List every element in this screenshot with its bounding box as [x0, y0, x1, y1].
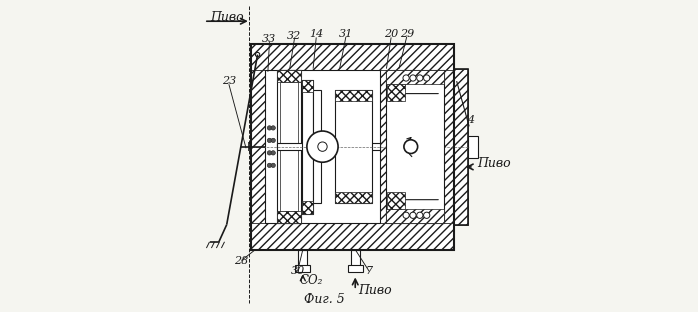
- Bar: [299, 250, 307, 270]
- Text: 14: 14: [309, 29, 323, 39]
- Text: 4: 4: [467, 115, 474, 125]
- Text: 29: 29: [399, 29, 414, 39]
- Text: Пиво: Пиво: [210, 11, 244, 24]
- Bar: [335, 192, 373, 203]
- Circle shape: [267, 163, 272, 168]
- Bar: [251, 70, 265, 223]
- Circle shape: [424, 75, 430, 81]
- Text: 23: 23: [222, 76, 236, 86]
- Circle shape: [404, 140, 417, 154]
- Bar: [302, 80, 313, 214]
- Circle shape: [267, 126, 272, 130]
- Circle shape: [255, 52, 260, 57]
- Bar: [387, 192, 405, 209]
- Bar: [335, 90, 373, 101]
- Bar: [454, 69, 468, 225]
- Circle shape: [271, 138, 276, 143]
- Circle shape: [403, 75, 409, 81]
- Bar: [295, 265, 311, 272]
- Circle shape: [403, 212, 409, 218]
- Text: CO₂: CO₂: [299, 274, 323, 287]
- Bar: [277, 70, 301, 223]
- Bar: [277, 143, 380, 150]
- Circle shape: [417, 75, 423, 81]
- Circle shape: [424, 212, 430, 218]
- Bar: [468, 136, 478, 158]
- Text: 30: 30: [290, 266, 304, 276]
- Bar: [277, 211, 301, 223]
- Circle shape: [271, 126, 276, 130]
- Bar: [351, 250, 359, 270]
- Text: 7: 7: [366, 266, 373, 276]
- Bar: [302, 80, 313, 92]
- Circle shape: [410, 212, 416, 218]
- Text: Пиво: Пиво: [358, 284, 392, 297]
- Bar: [251, 44, 454, 70]
- Text: 28: 28: [235, 256, 248, 266]
- Bar: [277, 70, 301, 82]
- Bar: [302, 201, 313, 214]
- Bar: [281, 82, 297, 211]
- Circle shape: [417, 212, 423, 218]
- Bar: [386, 70, 444, 223]
- Circle shape: [410, 75, 416, 81]
- Circle shape: [267, 151, 272, 155]
- Text: 20: 20: [384, 29, 399, 39]
- Bar: [251, 44, 454, 250]
- Circle shape: [271, 151, 276, 155]
- Circle shape: [307, 131, 338, 162]
- Text: 33: 33: [262, 34, 276, 44]
- Circle shape: [271, 163, 276, 168]
- Bar: [386, 70, 444, 84]
- Bar: [387, 84, 405, 101]
- Text: 31: 31: [339, 29, 353, 39]
- Text: Фиг. 5: Фиг. 5: [304, 293, 344, 306]
- Bar: [251, 223, 454, 250]
- Bar: [454, 69, 468, 225]
- Text: Пиво: Пиво: [477, 157, 510, 170]
- Bar: [265, 70, 380, 223]
- Bar: [313, 90, 321, 203]
- Bar: [348, 265, 363, 272]
- Bar: [380, 70, 454, 223]
- Circle shape: [318, 142, 327, 151]
- Bar: [386, 209, 444, 223]
- Text: 32: 32: [288, 31, 302, 41]
- Circle shape: [267, 138, 272, 143]
- Bar: [335, 90, 373, 203]
